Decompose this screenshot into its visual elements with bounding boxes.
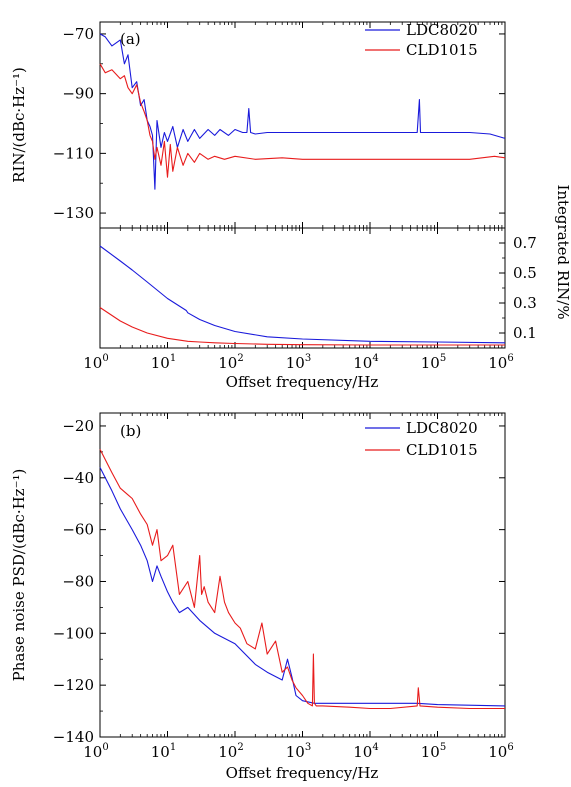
y-tick-label: −20 <box>62 417 94 435</box>
series-line-cld1015-a-top <box>99 63 506 178</box>
panel-a-ylabel: RIN/(dBc·Hz⁻¹) <box>10 67 28 183</box>
x-tick-label: 106 <box>488 742 513 761</box>
y-tick-label: −60 <box>62 521 94 539</box>
x-tick-label: 101 <box>151 353 176 372</box>
panel-b-xlabel: Offset frequency/Hz <box>226 764 379 782</box>
series-line-cld1015-b <box>99 449 505 710</box>
y-tick-label: −110 <box>53 144 94 162</box>
legend-a-cld-label: CLD1015 <box>406 41 478 59</box>
legend-b: LDC8020 CLD1015 <box>365 419 478 459</box>
panel-a-right-ylabel: Integrated RIN/% <box>554 184 571 319</box>
legend-b-ldc-label: LDC8020 <box>406 419 478 437</box>
x-tick-label: 103 <box>286 353 311 372</box>
y-tick-label: 0.3 <box>513 294 537 312</box>
y-tick-label: 0.5 <box>513 264 537 282</box>
legend-a: LDC8020 CLD1015 <box>365 21 478 59</box>
x-tick-label: 103 <box>286 742 311 761</box>
panel-b-label: (b) <box>120 422 141 440</box>
legend-b-cld-label: CLD1015 <box>406 441 478 459</box>
series-line-ldc8020-a-bottom <box>99 245 506 344</box>
x-tick-label: 104 <box>353 353 378 372</box>
y-tick-label: −140 <box>53 728 94 746</box>
axes-a-top: −70 −90 −110 −130 <box>53 22 506 228</box>
y-tick-label: −100 <box>53 624 94 642</box>
x-tick-label: 106 <box>488 353 513 372</box>
y-tick-label: −70 <box>62 25 94 43</box>
x-tick-label: 100 <box>83 353 108 372</box>
panel-b-ylabel: Phase noise PSD/(dBc·Hz⁻¹) <box>10 469 28 682</box>
panel-a-xlabel: Offset frequency/Hz <box>226 373 379 391</box>
panel-a-label: (a) <box>120 30 141 48</box>
y-tick-label: −90 <box>62 85 94 103</box>
lines-layer <box>99 33 506 710</box>
x-tick-label: 105 <box>421 353 446 372</box>
x-tick-label: 101 <box>151 742 176 761</box>
axes-b: 100 101 102 103 104 105 106−20−40−60−80−100−12… <box>53 413 514 761</box>
x-tick-label: 104 <box>353 742 378 761</box>
x-tick-label: 102 <box>218 742 243 761</box>
series-line-ldc8020-b <box>99 467 506 707</box>
y-tick-label: 0.1 <box>513 324 537 342</box>
legend-a-ldc-label: LDC8020 <box>406 21 478 39</box>
x-tick-label: 102 <box>218 353 243 372</box>
y-tick-label: −130 <box>53 204 94 222</box>
y-tick-label: −80 <box>62 572 94 590</box>
y-tick-label: −120 <box>53 676 94 694</box>
series-line-cld1015-a-bottom <box>99 307 505 346</box>
x-tick-label: 105 <box>421 742 446 761</box>
y-tick-label: 0.7 <box>513 234 537 252</box>
y-tick-label: −40 <box>62 469 94 487</box>
panel-a-bottom-frame <box>99 227 506 349</box>
